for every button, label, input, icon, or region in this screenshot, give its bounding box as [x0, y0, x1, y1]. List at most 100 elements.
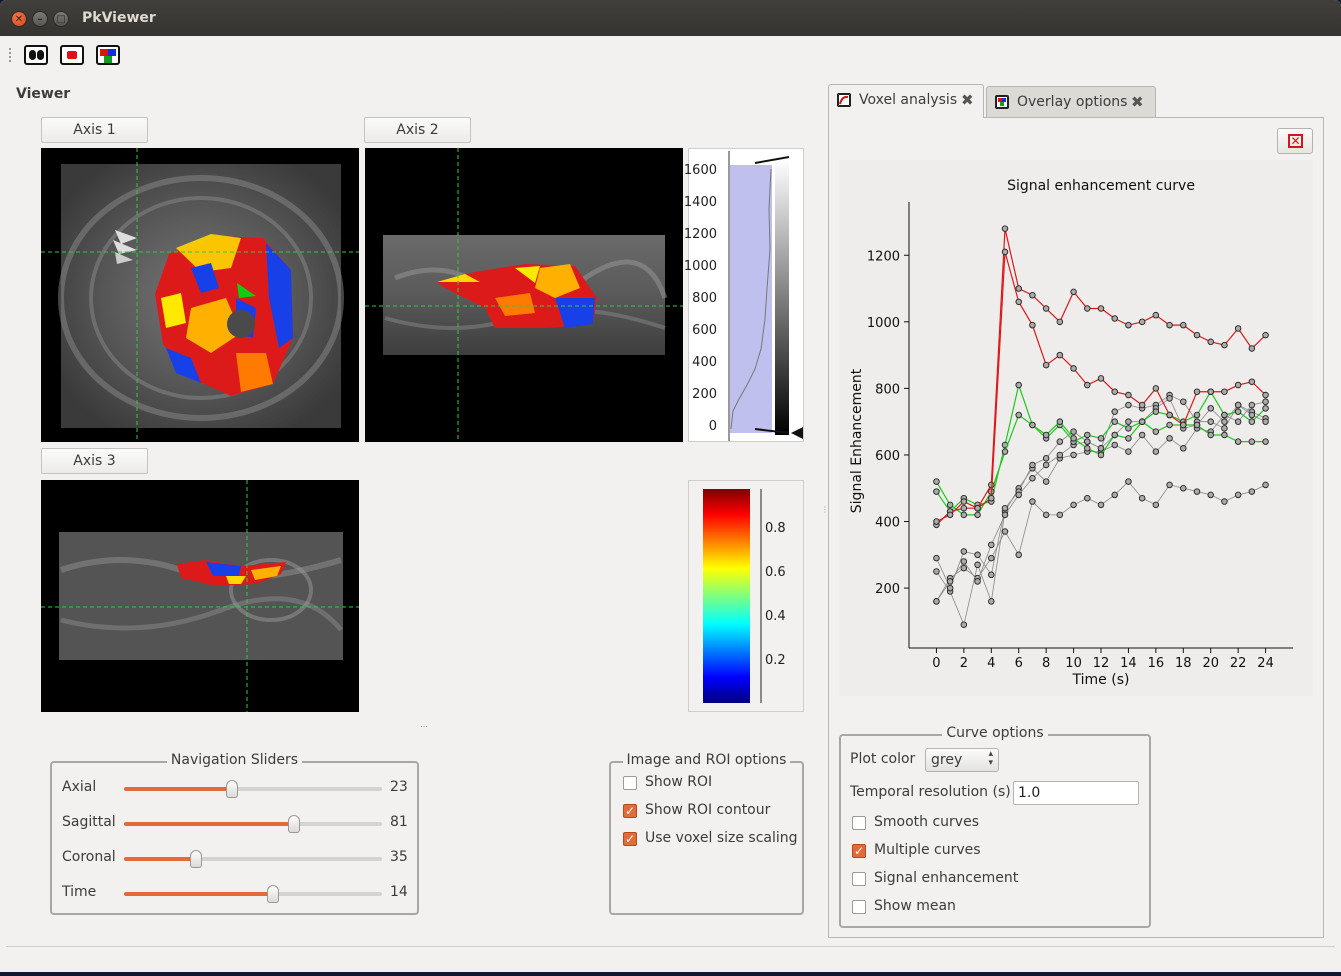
- show-roi-checkbox[interactable]: [623, 776, 637, 790]
- window-level-handle[interactable]: [791, 427, 803, 439]
- navigation-sliders-group: Navigation Sliders Axial 23 Sagittal 81 …: [50, 752, 419, 915]
- axis-1-view[interactable]: [41, 148, 359, 442]
- data-point: [1097, 375, 1105, 382]
- sagittal-slider[interactable]: [124, 815, 382, 833]
- coronal-slider-handle[interactable]: [190, 850, 202, 868]
- data-point: [1084, 494, 1091, 502]
- data-point: [1138, 494, 1146, 502]
- viewer-label: Viewer: [16, 86, 71, 102]
- time-slider-handle[interactable]: [267, 885, 279, 903]
- histogram-tick: 1200: [683, 227, 717, 242]
- data-point: [1084, 431, 1091, 439]
- curve-icon: [837, 93, 851, 107]
- sagittal-value: 81: [390, 814, 408, 830]
- coronal-slice-image: [41, 480, 359, 712]
- show-mean-label: Show mean: [874, 898, 956, 914]
- data-point: [1056, 451, 1064, 459]
- data-point: [1193, 388, 1201, 395]
- axial-slider-handle[interactable]: [226, 780, 238, 798]
- maximize-window-button[interactable]: □: [53, 11, 69, 27]
- roi-icon[interactable]: [60, 45, 84, 65]
- data-point: [1029, 421, 1036, 429]
- data-point: [1166, 395, 1173, 402]
- y-tick-label: 200: [875, 582, 900, 597]
- data-point: [1234, 408, 1242, 415]
- clear-plot-button[interactable]: ✕: [1277, 128, 1313, 154]
- data-point: [1262, 481, 1269, 489]
- sagittal-slider-handle[interactable]: [288, 815, 300, 833]
- viewer-splitter[interactable]: ⋯: [420, 722, 428, 731]
- main-splitter[interactable]: ⋮: [821, 505, 829, 514]
- axis-1-button[interactable]: Axis 1: [41, 117, 148, 143]
- tab-overlay-options[interactable]: Overlay options ✖: [986, 86, 1156, 118]
- time-label: Time: [62, 884, 97, 900]
- data-point: [1234, 438, 1242, 445]
- close-window-button[interactable]: ✕: [11, 11, 27, 27]
- data-point: [1207, 491, 1214, 499]
- data-point: [1070, 428, 1077, 435]
- histogram-tick: 400: [692, 355, 717, 370]
- axis-3-button[interactable]: Axis 3: [41, 448, 148, 474]
- data-point: [1166, 411, 1173, 419]
- coronal-label: Coronal: [62, 849, 116, 865]
- data-point: [1001, 504, 1009, 512]
- data-point: [933, 478, 940, 485]
- axial-value: 23: [390, 779, 408, 795]
- data-point: [933, 598, 940, 605]
- data-point: [1152, 448, 1160, 455]
- temporal-resolution-input[interactable]: [1013, 781, 1139, 805]
- intensity-histogram[interactable]: 1600 1400 1200 1000 800 600 400 200 0: [684, 148, 804, 442]
- data-point: [1138, 431, 1146, 439]
- series-line-green: [935, 414, 1266, 516]
- data-point: [988, 598, 995, 605]
- data-point: [1248, 411, 1256, 419]
- smooth-curves-checkbox[interactable]: [852, 816, 866, 830]
- data-point: [960, 558, 968, 565]
- coronal-slider[interactable]: [124, 850, 382, 868]
- data-point: [1221, 418, 1228, 425]
- data-point: [1221, 388, 1228, 395]
- data-point: [988, 481, 995, 489]
- show-roi-contour-checkbox[interactable]: ✓: [623, 804, 637, 818]
- colorbar-tick: 0.6: [765, 565, 786, 580]
- axial-slider[interactable]: [124, 780, 382, 798]
- data-point: [988, 571, 995, 579]
- axis-3-view[interactable]: [41, 480, 359, 712]
- signal-enhancement-checkbox[interactable]: [852, 872, 866, 886]
- close-tab-icon[interactable]: ✖: [961, 91, 974, 109]
- multiple-curves-checkbox[interactable]: ✓: [852, 844, 866, 858]
- data-point: [1029, 321, 1036, 329]
- smooth-curves-label: Smooth curves: [874, 814, 979, 830]
- minimize-window-button[interactable]: –: [32, 11, 48, 27]
- time-value: 14: [390, 884, 408, 900]
- data-point: [1248, 378, 1256, 385]
- data-point: [1125, 391, 1132, 399]
- data-point: [1015, 491, 1022, 499]
- axis-2-button[interactable]: Axis 2: [364, 117, 471, 143]
- y-tick-label: 1000: [867, 316, 900, 331]
- data-point: [1234, 325, 1242, 332]
- voxel-size-scaling-checkbox[interactable]: ✓: [623, 832, 637, 846]
- show-roi-contour-label: Show ROI contour: [645, 802, 771, 818]
- data-point: [988, 554, 995, 562]
- sagittal-slider-row: Sagittal 81: [62, 814, 412, 834]
- toolbar-grip[interactable]: [9, 48, 12, 62]
- data-point: [1001, 248, 1009, 256]
- data-point: [1125, 401, 1132, 409]
- tab-voxel-analysis[interactable]: Voxel analysis ✖: [828, 84, 984, 118]
- show-mean-checkbox[interactable]: [852, 900, 866, 914]
- plot-color-select[interactable]: grey ▴ ▾: [925, 748, 999, 772]
- close-tab-icon[interactable]: ✖: [1131, 93, 1144, 111]
- data-point: [1084, 438, 1091, 445]
- voxel-size-scaling-label: Use voxel size scaling: [645, 830, 798, 846]
- plot-color-label: Plot color: [850, 751, 916, 767]
- axis-2-view[interactable]: [365, 148, 683, 442]
- lungs-icon[interactable]: [24, 45, 48, 65]
- data-point: [1248, 438, 1256, 445]
- data-point: [1015, 298, 1022, 306]
- chart-svg: Signal enhancement curve Time (s) Signal…: [849, 178, 1293, 688]
- overlay-icon[interactable]: [96, 45, 120, 65]
- sagittal-slice-image: [365, 148, 683, 442]
- time-slider[interactable]: [124, 885, 382, 903]
- x-tick-label: 4: [987, 656, 995, 671]
